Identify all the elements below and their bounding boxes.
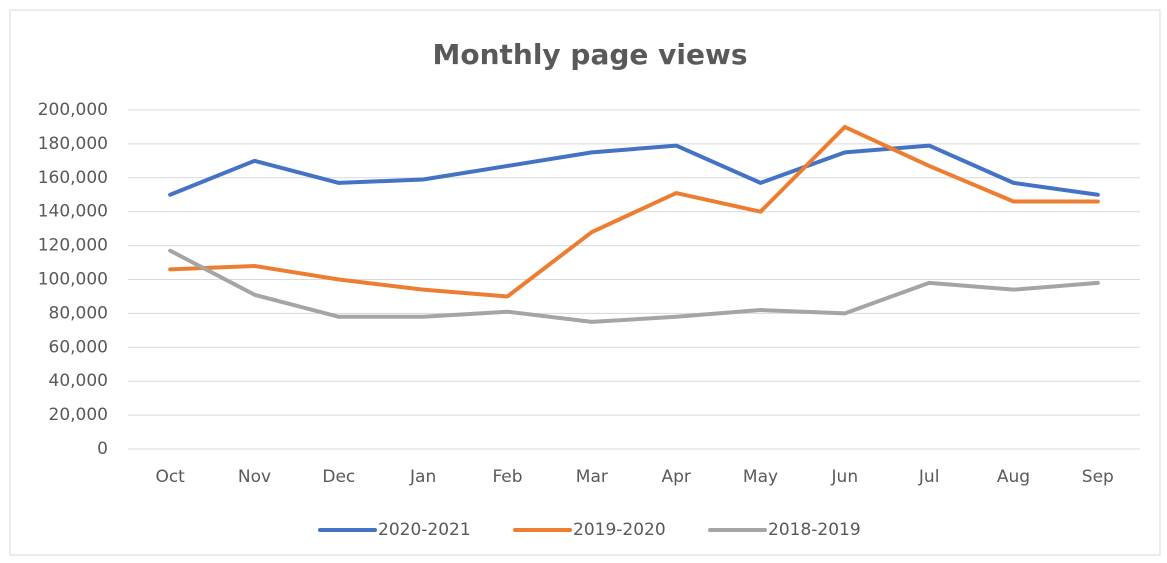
- x-tick-label: Jan: [409, 467, 436, 487]
- legend-label: 2020-2021: [378, 520, 471, 540]
- x-tick-label: Oct: [155, 467, 185, 487]
- x-tick-label: May: [743, 467, 778, 487]
- x-tick-label: Mar: [576, 467, 608, 487]
- x-tick-label: Jul: [918, 467, 940, 487]
- y-tick-label: 20,000: [49, 405, 108, 425]
- y-tick-label: 120,000: [38, 236, 108, 256]
- y-tick-label: 180,000: [38, 134, 108, 154]
- x-tick-label: Dec: [322, 467, 355, 487]
- series-line: [168, 143, 1100, 197]
- y-tick-label: 200,000: [38, 100, 108, 120]
- y-tick-label: 100,000: [38, 270, 108, 290]
- x-tick-label: Apr: [661, 467, 690, 487]
- y-tick-label: 80,000: [49, 303, 108, 323]
- x-tick-label: Aug: [997, 467, 1030, 487]
- y-tick-label: 0: [97, 439, 108, 459]
- x-tick-label: Feb: [492, 467, 522, 487]
- series-line: [168, 124, 1100, 299]
- legend-label: 2019-2020: [573, 520, 666, 540]
- y-tick-label: 140,000: [38, 202, 108, 222]
- chart-title: Monthly page views: [432, 38, 747, 71]
- legend-label: 2018-2019: [768, 520, 861, 540]
- y-tick-label: 60,000: [49, 337, 108, 357]
- series-line: [168, 248, 1100, 324]
- x-tick-label: Nov: [238, 467, 271, 487]
- x-tick-label: Sep: [1082, 467, 1114, 487]
- chart-frame: [9, 9, 1161, 556]
- x-tick-label: Jun: [831, 467, 859, 487]
- y-tick-label: 160,000: [38, 168, 108, 188]
- y-tick-label: 40,000: [49, 371, 108, 391]
